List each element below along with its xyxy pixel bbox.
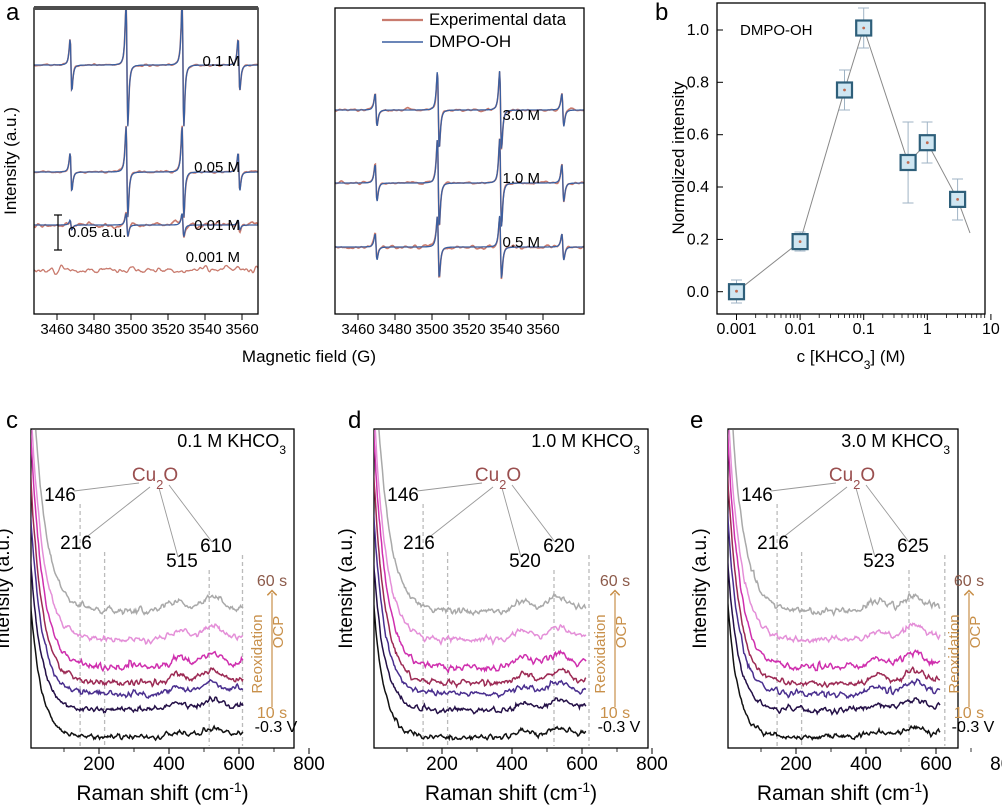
svg-text:0.1 M: 0.1 M [202,53,240,70]
svg-text:Intensity (a.u.): Intensity (a.u.) [0,528,14,648]
svg-text:0.2: 0.2 [687,231,709,248]
svg-text:Raman shift (cm-1): Raman shift (cm-1) [757,779,929,805]
svg-text:0.05 a.u.: 0.05 a.u. [68,224,126,241]
svg-text:Intensity (a.u.): Intensity (a.u.) [336,528,357,648]
svg-text:DMPO-OH: DMPO-OH [740,22,813,39]
svg-text:620: 620 [543,536,575,557]
svg-text:Intensity (a.u.): Intensity (a.u.) [1,107,20,215]
svg-text:3480: 3480 [77,321,110,338]
svg-text:Reoxidation: Reoxidation [249,614,266,693]
svg-text:1: 1 [923,321,932,338]
svg-text:3520: 3520 [151,321,184,338]
svg-text:400: 400 [153,754,185,775]
svg-text:800: 800 [293,754,325,775]
svg-text:600: 600 [920,754,952,775]
svg-text:0.001 M: 0.001 M [186,249,240,266]
svg-text:3500: 3500 [114,321,147,338]
svg-text:523: 523 [863,551,895,572]
svg-text:60 s: 60 s [600,573,630,590]
svg-text:Experimental data: Experimental data [429,10,567,29]
svg-text:3460: 3460 [40,321,73,338]
svg-text:Magnetic field (G): Magnetic field (G) [242,347,376,366]
svg-text:216: 216 [757,533,789,554]
svg-text:Reoxidation: Reoxidation [946,614,963,693]
svg-text:1.0: 1.0 [687,22,709,39]
svg-text:520: 520 [509,551,541,572]
svg-text:200: 200 [780,754,812,775]
svg-text:1.0 M: 1.0 M [502,170,540,187]
svg-text:Normolized intensity: Normolized intensity [669,81,688,235]
svg-text:0.01 M: 0.01 M [194,217,240,234]
svg-text:0.0: 0.0 [687,284,709,301]
svg-text:0.4: 0.4 [687,179,709,196]
svg-text:3460: 3460 [341,321,374,338]
svg-text:3540: 3540 [489,321,522,338]
svg-text:3520: 3520 [452,321,485,338]
svg-text:a: a [6,0,20,26]
svg-text:216: 216 [60,533,92,554]
svg-text:0.01: 0.01 [785,321,816,338]
svg-text:0.6: 0.6 [687,127,709,144]
svg-text:400: 400 [496,754,528,775]
svg-text:e: e [690,407,703,434]
svg-text:60 s: 60 s [257,573,287,590]
svg-text:Raman shift (cm-1): Raman shift (cm-1) [76,779,248,805]
svg-text:OCP: OCP [967,616,984,649]
svg-text:146: 146 [741,485,773,506]
svg-text:OCP: OCP [270,616,287,649]
svg-text:0.5 M: 0.5 M [502,234,540,251]
svg-text:200: 200 [83,754,115,775]
svg-text:OCP: OCP [613,616,630,649]
svg-text:610: 610 [200,536,232,557]
svg-text:3560: 3560 [526,321,559,338]
svg-text:Reoxidation: Reoxidation [592,614,609,693]
svg-text:Intensity (a.u.): Intensity (a.u.) [690,528,711,648]
svg-text:600: 600 [566,754,598,775]
svg-text:146: 146 [387,485,419,506]
svg-text:400: 400 [850,754,882,775]
svg-text:10: 10 [982,321,1000,338]
svg-text:0.001: 0.001 [716,321,756,338]
svg-text:800: 800 [990,754,1002,775]
svg-text:3560: 3560 [225,321,258,338]
svg-text:-0.3 V: -0.3 V [255,719,298,736]
svg-text:0.1: 0.1 [853,321,875,338]
svg-text:600: 600 [223,754,255,775]
svg-text:3.0 M: 3.0 M [502,107,540,124]
svg-text:3480: 3480 [378,321,411,338]
svg-text:625: 625 [897,536,929,557]
svg-text:c: c [6,407,18,434]
svg-text:Raman shift (cm-1): Raman shift (cm-1) [425,779,597,805]
svg-text:d: d [348,407,361,434]
svg-text:216: 216 [403,533,435,554]
svg-text:146: 146 [44,485,76,506]
svg-text:0.8: 0.8 [687,74,709,91]
svg-text:-0.3 V: -0.3 V [598,719,641,736]
svg-text:515: 515 [166,551,198,572]
svg-text:3500: 3500 [415,321,448,338]
svg-text:800: 800 [636,754,668,775]
svg-text:0.05 M: 0.05 M [194,159,240,176]
svg-text:3540: 3540 [188,321,221,338]
svg-text:-0.3 V: -0.3 V [952,719,995,736]
svg-text:200: 200 [426,754,458,775]
svg-text:b: b [655,0,668,26]
svg-text:60 s: 60 s [954,573,984,590]
svg-text:DMPO-OH: DMPO-OH [429,32,511,51]
